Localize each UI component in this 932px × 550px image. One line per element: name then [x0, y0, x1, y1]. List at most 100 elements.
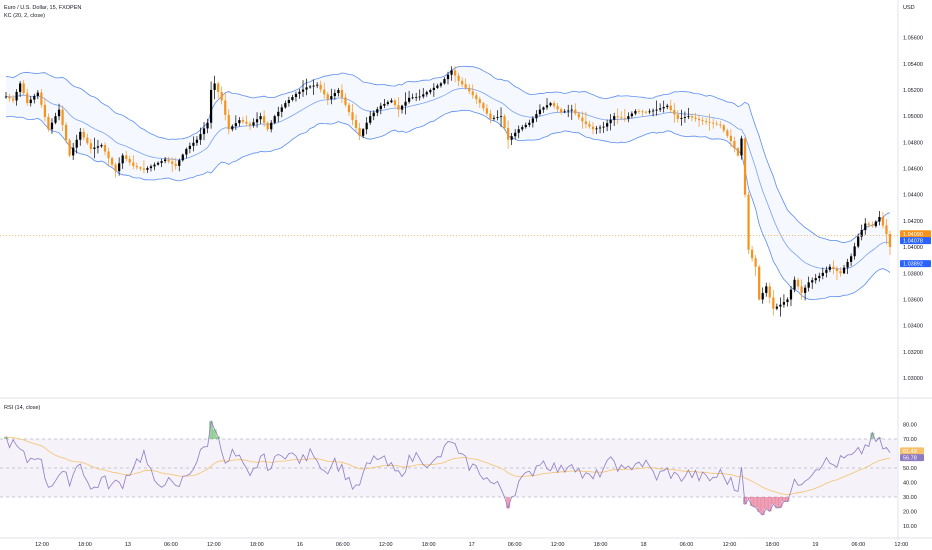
- price-tick-label: 1.05400: [903, 62, 923, 68]
- candle-body: [853, 246, 856, 257]
- candle-body: [79, 131, 82, 140]
- candle-body: [418, 96, 421, 98]
- keltner-band-fill: [6, 66, 890, 300]
- candle-body: [581, 117, 584, 122]
- candle-body: [641, 111, 644, 113]
- candle-body: [871, 224, 874, 227]
- candle-body: [245, 121, 248, 124]
- candle-body: [881, 216, 885, 226]
- rsi-tick-label: 50.00: [903, 466, 917, 472]
- time-tick-label: 13: [125, 542, 131, 548]
- candle-body: [510, 136, 513, 140]
- candle-body: [782, 302, 786, 305]
- candle-body: [422, 94, 425, 97]
- keltner-lower-tag-bg: [900, 260, 931, 268]
- candle-body: [340, 90, 344, 98]
- candle-body: [687, 116, 690, 118]
- price-tick-label: 1.04000: [903, 245, 923, 251]
- candle-body: [15, 91, 18, 101]
- rsi-indicator-label[interactable]: RSI (14, close): [4, 405, 41, 411]
- candle-body: [305, 87, 308, 90]
- candle-body: [220, 91, 223, 101]
- candle-body: [747, 194, 750, 250]
- candle-body: [443, 79, 446, 84]
- candle-body: [118, 163, 121, 172]
- time-tick-label: 12:00: [379, 542, 393, 548]
- candle-body: [464, 84, 467, 88]
- candle-body: [400, 105, 404, 110]
- candle-body: [181, 154, 184, 161]
- candle-body: [89, 143, 92, 149]
- candle-body: [842, 267, 846, 274]
- candle-body: [482, 103, 485, 109]
- candle-body: [393, 100, 397, 106]
- candle-body: [390, 100, 393, 103]
- candle-body: [33, 96, 36, 100]
- keltner-upper-tag: 1.04078: [903, 239, 923, 245]
- candle-body: [651, 110, 655, 112]
- candle-body: [807, 282, 810, 288]
- candle-body: [362, 129, 365, 136]
- keltner-middle-line: [5, 87, 891, 270]
- candle-body: [524, 124, 527, 128]
- time-tick-label: 06:00: [851, 542, 865, 548]
- candle-body: [531, 118, 534, 123]
- candle-body: [864, 223, 867, 231]
- time-tick-label: 12:00: [894, 542, 908, 548]
- candle-body: [779, 304, 782, 307]
- candle-body: [128, 158, 131, 163]
- candle-body: [503, 116, 506, 128]
- candle-body: [874, 221, 877, 227]
- candle-body: [171, 161, 174, 164]
- candle-body: [708, 121, 711, 123]
- candle-body: [867, 223, 870, 225]
- candle-body: [337, 90, 340, 94]
- candle-body: [461, 80, 464, 85]
- candle-body: [149, 166, 153, 169]
- candle-body: [563, 111, 566, 113]
- candle-body: [694, 117, 697, 119]
- candle-body: [294, 93, 298, 97]
- candle-body: [188, 145, 191, 149]
- candle-body: [818, 275, 821, 279]
- candle-body: [567, 110, 570, 112]
- candle-body: [50, 122, 54, 130]
- candle-body: [570, 109, 573, 111]
- candle-body: [344, 97, 347, 105]
- candle-body: [146, 168, 149, 170]
- candle-body: [439, 83, 443, 86]
- candle-body: [26, 93, 29, 104]
- candle-body: [301, 89, 305, 92]
- candle-body: [634, 110, 637, 114]
- candle-body: [560, 109, 563, 113]
- candle-body: [489, 113, 492, 119]
- keltner-indicator-label[interactable]: KC (20, 2, close): [4, 13, 45, 19]
- candle-body: [715, 123, 718, 125]
- candle-body: [726, 130, 729, 136]
- candle-body: [312, 85, 315, 87]
- price-tick-label: 1.04600: [903, 167, 923, 173]
- candle-body: [57, 109, 61, 117]
- candle-body: [65, 124, 68, 141]
- candle-body: [404, 101, 407, 106]
- candle-body: [365, 122, 368, 130]
- candle-body: [828, 266, 831, 270]
- candle-body: [705, 120, 708, 122]
- candle-body: [517, 129, 520, 133]
- candle-body: [644, 111, 648, 113]
- candle-body: [613, 116, 616, 120]
- rsi-tick-label: 20.00: [903, 510, 917, 516]
- time-tick-label: 16: [297, 542, 303, 548]
- candle-body: [888, 234, 892, 248]
- candle-body: [255, 119, 259, 123]
- candle-body: [800, 286, 803, 293]
- candle-body: [29, 99, 32, 104]
- candle-body: [284, 103, 287, 108]
- candle-body: [588, 124, 591, 127]
- candle-body: [743, 138, 747, 195]
- candle-body: [19, 83, 22, 92]
- price-tick-label: 1.03400: [903, 324, 923, 330]
- candle-body: [298, 91, 301, 94]
- candle-body: [185, 148, 188, 155]
